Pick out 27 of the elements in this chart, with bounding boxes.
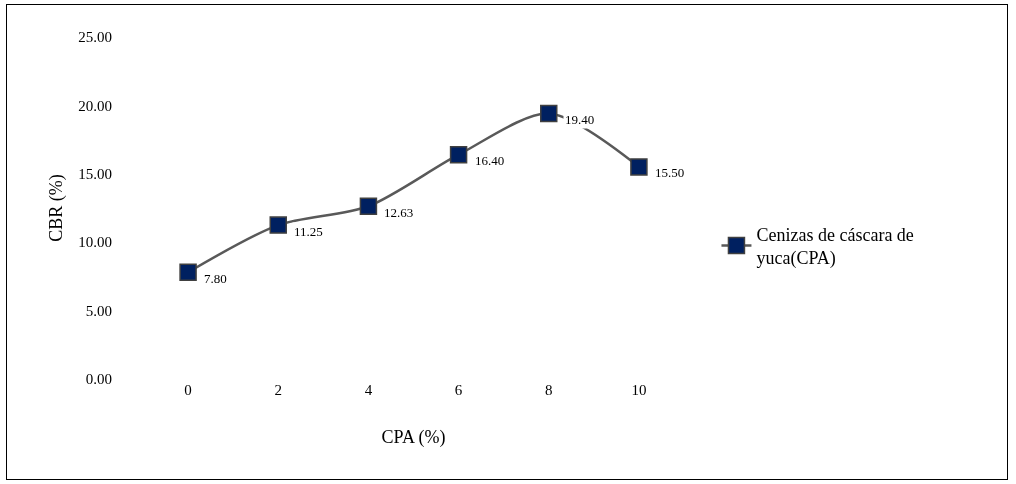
- y-tick-label: 5.00: [85, 302, 112, 319]
- data-label: 12.63: [384, 205, 414, 220]
- x-tick-label: 2: [274, 382, 282, 398]
- y-axis-title: CBR (%): [46, 174, 68, 242]
- point: [630, 158, 648, 176]
- point: [179, 263, 197, 282]
- x-tick-label: 8: [545, 382, 553, 398]
- y-tick-label: 0.00: [85, 371, 112, 388]
- point: [540, 104, 558, 123]
- y-tick-label: 15.00: [78, 166, 112, 183]
- data-label: 7.80: [204, 271, 227, 286]
- y-tick-label: 10.00: [78, 234, 112, 251]
- point: [269, 216, 287, 234]
- data-label: 11.25: [294, 224, 323, 239]
- x-axis-title: CPA (%): [381, 427, 446, 448]
- legend-label: Cenizas de cáscara de yuca(CPA): [756, 224, 914, 270]
- point: [449, 145, 468, 164]
- x-tick-label: 6: [454, 382, 463, 398]
- y-tick-label: 25.00: [78, 29, 112, 46]
- y-tick-label: 20.00: [78, 97, 112, 114]
- x-tick-label: 10: [631, 382, 647, 398]
- data-label: 16.40: [475, 153, 505, 168]
- data-label: 15.50: [655, 165, 685, 180]
- point: [359, 197, 378, 215]
- data-label: 19.40: [565, 112, 595, 127]
- x-tick-label: 4: [364, 382, 373, 398]
- x-tick-label: 0: [184, 382, 192, 398]
